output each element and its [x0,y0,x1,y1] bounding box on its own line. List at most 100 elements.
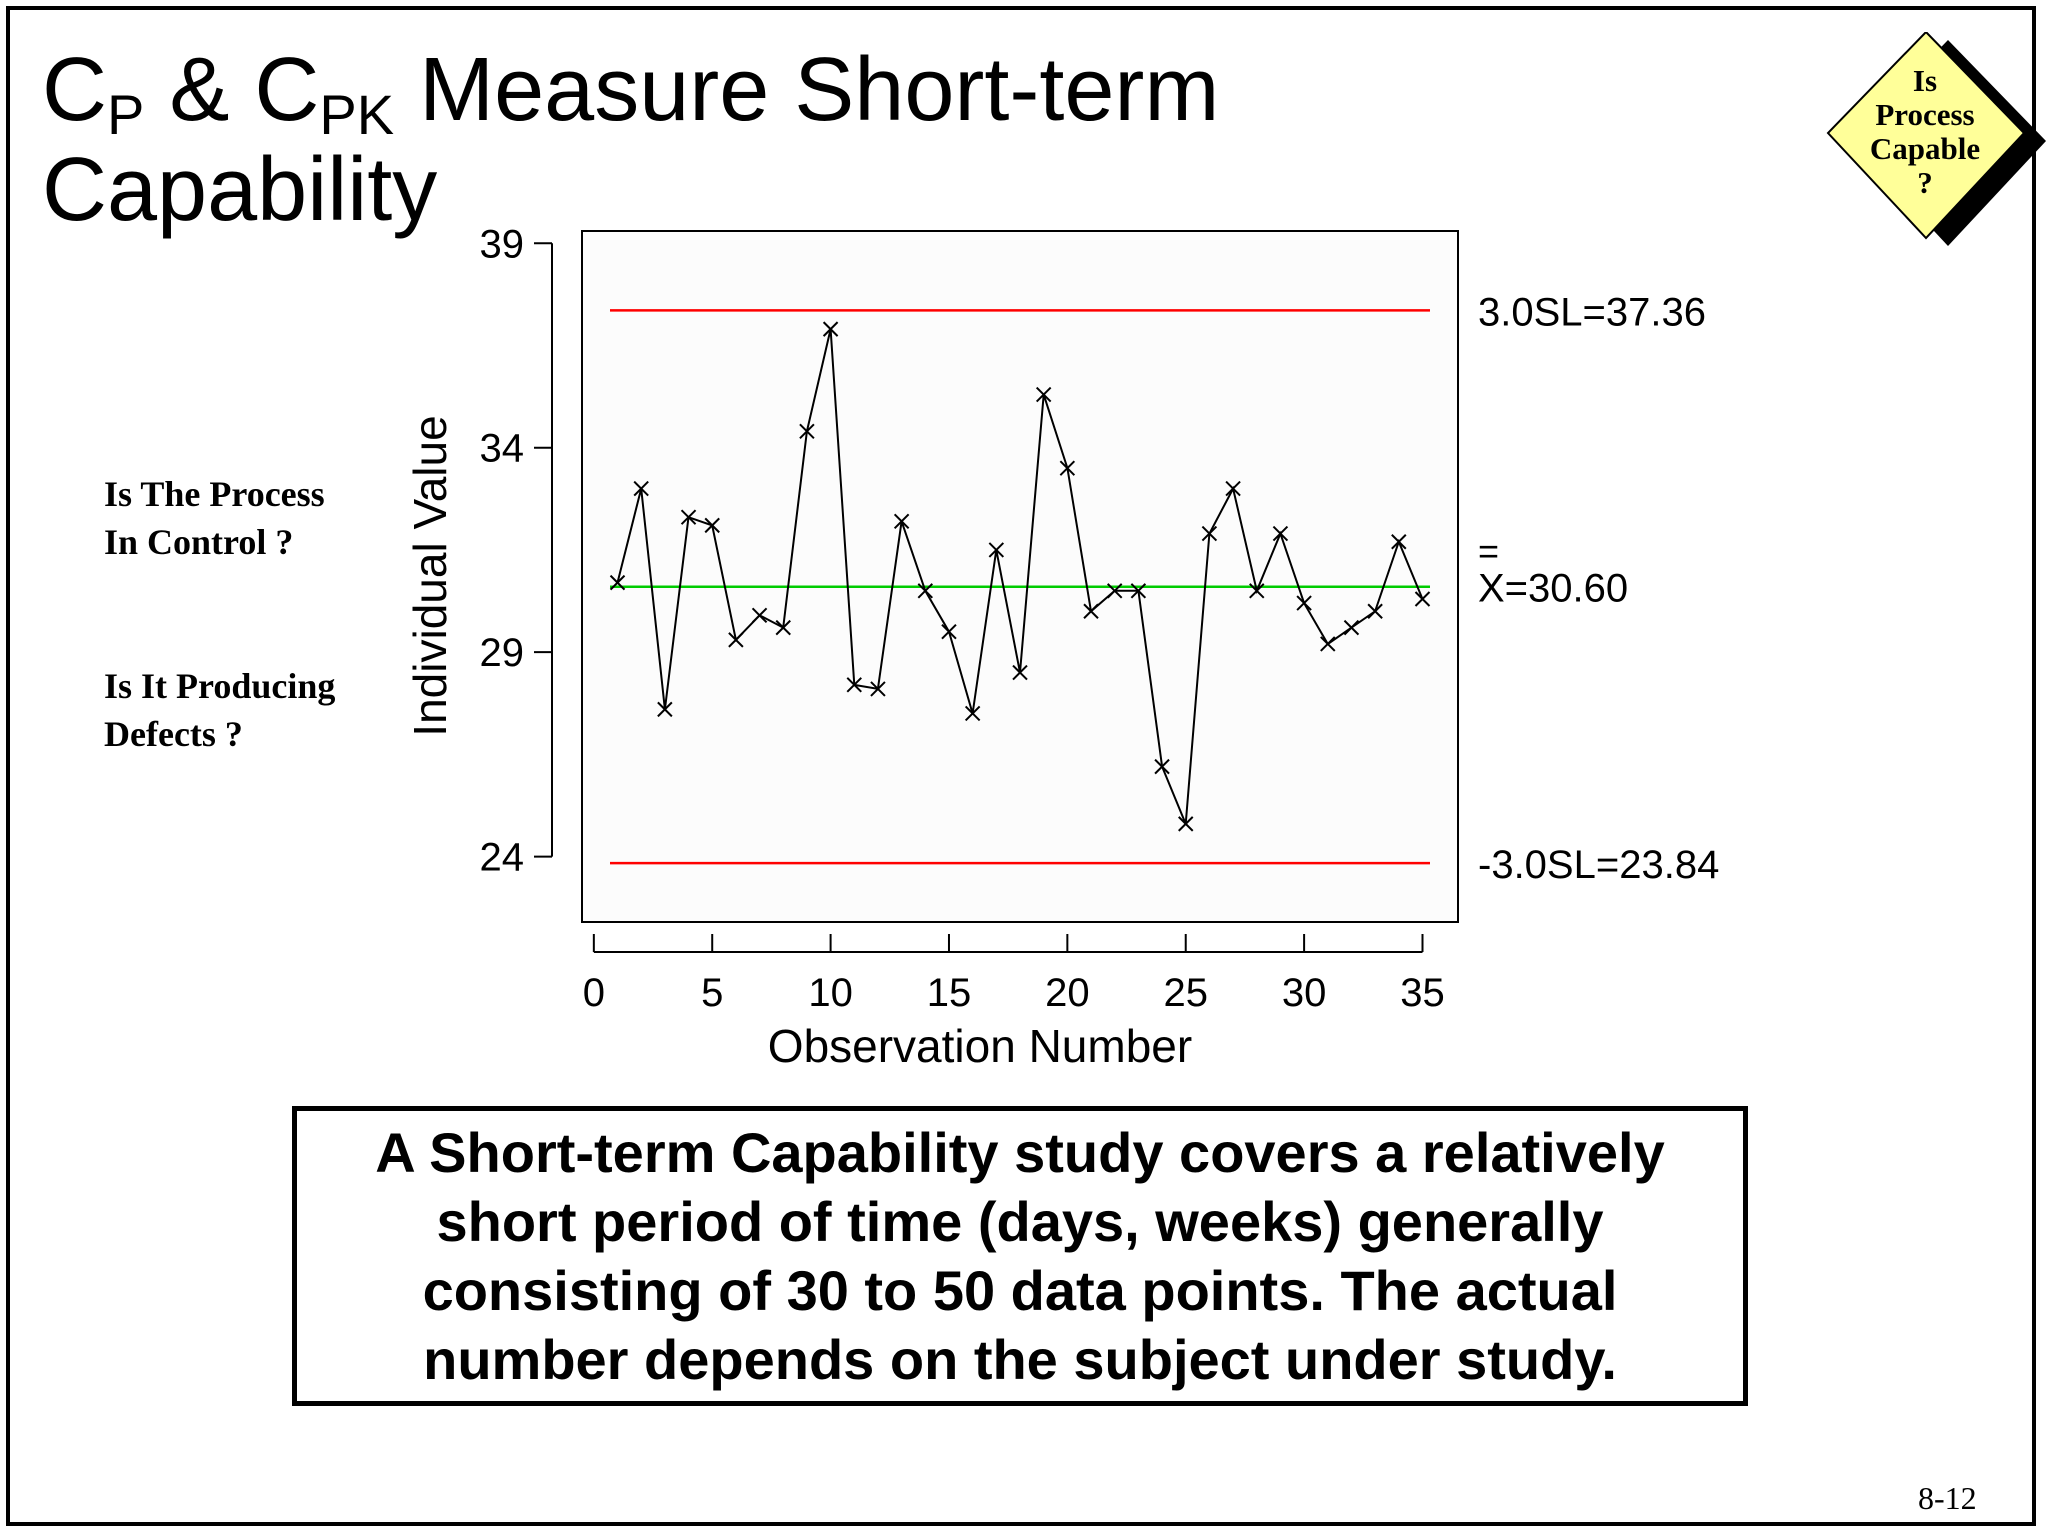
data-point-26 [1201,525,1218,542]
question-defects-line1: Is It Producing [104,666,336,706]
data-point-mark [704,517,720,534]
slide-frame [6,6,2036,1526]
data-point-20 [1059,460,1076,476]
data-point-mark [941,623,957,640]
data-point-31 [1320,636,1336,652]
data-point-33 [1367,603,1383,619]
x-tick-label: 30 [1282,971,1327,1015]
data-point-25 [1178,816,1194,832]
badge-text: Is Process Capable ? [1820,64,2030,200]
x-tick-label: 10 [808,971,853,1015]
data-point-13 [893,513,910,530]
data-point-mark [1249,583,1265,599]
data-point-mark [988,542,1005,558]
y-tick-label: 24 [480,836,525,880]
badge-diamond [1826,32,2026,240]
data-point-23 [1130,583,1147,599]
plot-area [581,230,1459,923]
badge-line-1: Is [1912,63,1938,98]
data-point-mark [1035,386,1052,403]
data-point-mark [657,701,673,718]
data-point-10 [822,321,839,337]
data-point-mark [775,619,791,636]
question-defects: Is It Producing Defects ? [104,662,335,758]
data-point-2 [633,480,649,497]
data-point-mark [1130,583,1147,599]
y-tick-label: 34 [480,427,525,471]
y-tick-label: 29 [480,631,525,675]
data-point-14 [917,583,934,599]
data-point-mark [1391,534,1407,550]
data-point-mark [1225,480,1241,497]
page-number: 8-12 [1918,1480,1977,1516]
x-tick-label: 20 [1045,971,1090,1015]
data-point-35 [1414,591,1431,607]
data-point-mark [609,574,626,591]
title-line2: Capability [42,140,438,240]
data-point-21 [1083,603,1099,619]
data-point-mark [846,677,862,693]
data-point-30 [1296,595,1312,611]
badge-line-2: Process [1875,97,1975,132]
question-in-control: Is The Process In Control ? [104,470,325,566]
data-point-mark [964,705,981,722]
badge-line-3: Capable [1869,131,1981,166]
title-sub-p: P [107,83,145,146]
data-point-mark [1296,595,1312,611]
data-point-mark [822,321,839,337]
data-point-27 [1225,480,1241,497]
control-chart: 24 29 34 39 0 5 10 15 20 25 30 35 Observation Number… [404,222,1719,1072]
data-point-mark [1367,603,1383,619]
data-point-mark [917,583,934,599]
slide-title: CP & CPK Measure Short-term Capability [42,40,1219,240]
data-point-mark [680,509,697,525]
data-point-7 [751,607,768,624]
data-point-5 [704,517,720,534]
x-axis-title: Observation Number [768,1020,1192,1072]
reference-label-0: 3.0SL=37.36 [1478,290,1706,334]
data-point-1 [609,574,626,591]
data-point-mark [1320,636,1336,652]
data-point-17 [988,542,1005,558]
y-tick-label: 39 [480,222,525,266]
data-point-6 [728,632,744,648]
data-point-34 [1391,534,1407,550]
x-tick-label: 35 [1400,971,1445,1015]
data-point-mark [1414,591,1431,607]
title-c1: C [42,40,107,140]
data-point-mark [870,681,886,697]
data-point-11 [846,677,862,693]
caption-box: A Short-term Capability study covers a r… [292,1106,1748,1406]
data-point-15 [941,623,957,640]
x-tick-label: 15 [927,971,972,1015]
question-defects-line2: Defects ? [104,714,243,754]
x-tick-label: 5 [701,971,723,1015]
process-capable-badge-icon [1826,32,2046,246]
data-point-19 [1035,386,1052,403]
reference-overbar-1: = [1478,531,1499,572]
question-in-control-line1: Is The Process [104,474,325,514]
question-in-control-line2: In Control ? [104,522,294,562]
data-point-mark [1178,816,1194,832]
data-point-28 [1249,583,1265,599]
data-point-mark [728,632,744,648]
caption-text: A Short-term Capability study covers a r… [375,1121,1665,1391]
data-point-29 [1272,525,1289,542]
data-point-mark [1012,664,1028,681]
data-point-mark [1059,460,1076,476]
data-point-mark [751,607,768,624]
data-point-32 [1343,619,1360,636]
data-point-3 [657,701,673,718]
data-point-8 [775,619,791,636]
data-point-mark [1154,758,1170,775]
reference-label-1: X=30.60 [1478,567,1628,611]
title-rest: Measure Short-term [394,40,1220,140]
data-point-22 [1106,583,1123,599]
reference-label-2: -3.0SL=23.84 [1478,843,1719,887]
y-axis-title: Individual Value [404,415,456,736]
data-point-mark [1272,525,1289,542]
title-amp: & [144,40,255,140]
data-point-mark [799,423,815,440]
data-point-mark [1343,619,1360,636]
data-point-mark [893,513,910,530]
